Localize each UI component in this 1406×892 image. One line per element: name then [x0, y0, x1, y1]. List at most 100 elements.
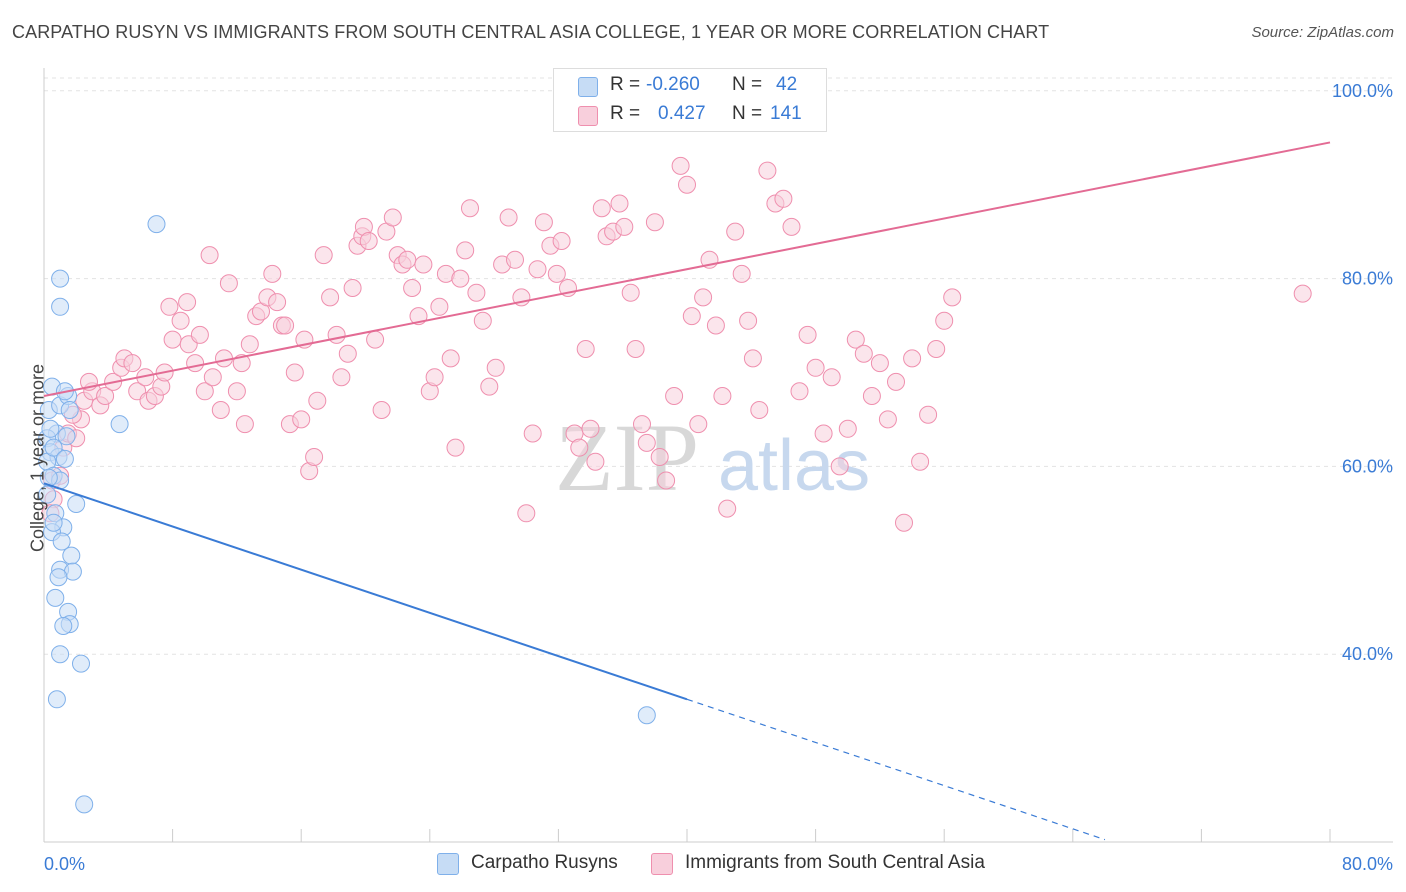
legend-n-label: N = — [732, 74, 763, 95]
point-immigrants-from-south-central-asia — [398, 250, 417, 269]
point-immigrants-from-south-central-asia — [547, 264, 566, 283]
point-immigrants-from-south-central-asia — [758, 161, 777, 180]
correlation-legend: R = -0.260 N = 42 R = 0.427 N = 141 — [553, 68, 827, 132]
point-carpatho-rusyns — [49, 568, 68, 587]
point-immigrants-from-south-central-asia — [203, 368, 222, 387]
point-immigrants-from-south-central-asia — [276, 316, 295, 335]
point-immigrants-from-south-central-asia — [911, 452, 930, 471]
point-immigrants-from-south-central-asia — [332, 368, 351, 387]
point-carpatho-rusyns — [51, 269, 70, 288]
point-immigrants-from-south-central-asia — [870, 354, 889, 373]
point-immigrants-from-south-central-asia — [943, 288, 962, 307]
point-carpatho-rusyns — [60, 401, 79, 419]
point-immigrants-from-south-central-asia — [782, 217, 801, 236]
point-immigrants-from-south-central-asia — [96, 387, 115, 405]
point-immigrants-from-south-central-asia — [682, 307, 701, 326]
point-immigrants-from-south-central-asia — [798, 325, 817, 344]
point-immigrants-from-south-central-asia — [927, 340, 946, 358]
point-immigrants-from-south-central-asia — [425, 368, 444, 387]
point-immigrants-from-south-central-asia — [887, 372, 905, 391]
legend-r-label: R = — [610, 103, 641, 124]
point-immigrants-from-south-central-asia — [570, 438, 589, 457]
legend-n-value: 141 — [770, 103, 802, 124]
point-carpatho-rusyns — [38, 485, 57, 504]
point-immigrants-from-south-central-asia — [506, 250, 524, 269]
point-immigrants-from-south-central-asia — [528, 260, 547, 279]
point-carpatho-rusyns — [55, 449, 74, 468]
point-immigrants-from-south-central-asia — [750, 401, 769, 419]
point-carpatho-rusyns — [147, 215, 166, 234]
point-immigrants-from-south-central-asia — [195, 382, 214, 401]
point-carpatho-rusyns — [67, 495, 86, 513]
point-carpatho-rusyns — [41, 419, 60, 438]
point-immigrants-from-south-central-asia — [461, 199, 479, 218]
point-immigrants-from-south-central-asia — [657, 471, 676, 490]
point-immigrants-from-south-central-asia — [441, 349, 460, 368]
point-immigrants-from-south-central-asia — [552, 232, 571, 250]
point-immigrants-from-south-central-asia — [163, 330, 182, 349]
y-tick-label: 40.0% — [1342, 644, 1393, 664]
point-immigrants-from-south-central-asia — [160, 297, 179, 316]
point-immigrants-from-south-central-asia — [726, 222, 745, 241]
point-immigrants-from-south-central-asia — [743, 349, 762, 368]
y-tick-label: 60.0% — [1342, 456, 1393, 476]
point-immigrants-from-south-central-asia — [706, 316, 725, 335]
point-immigrants-from-south-central-asia — [637, 433, 656, 452]
point-immigrants-from-south-central-asia — [227, 382, 246, 401]
point-immigrants-from-south-central-asia — [480, 377, 499, 396]
point-immigrants-from-south-central-asia — [626, 340, 645, 358]
point-immigrants-from-south-central-asia — [621, 283, 640, 302]
point-immigrants-from-south-central-asia — [895, 513, 913, 532]
point-immigrants-from-south-central-asia — [467, 283, 486, 302]
point-immigrants-from-south-central-asia — [305, 448, 324, 466]
point-immigrants-from-south-central-asia — [774, 189, 793, 208]
point-immigrants-from-south-central-asia — [473, 311, 492, 330]
point-immigrants-from-south-central-asia — [232, 354, 251, 373]
point-immigrants-from-south-central-asia — [1293, 284, 1312, 303]
point-immigrants-from-south-central-asia — [919, 405, 938, 424]
point-immigrants-from-south-central-asia — [862, 387, 881, 405]
point-immigrants-from-south-central-asia — [846, 330, 865, 349]
point-carpatho-rusyns — [72, 654, 90, 673]
point-immigrants-from-south-central-asia — [830, 457, 849, 476]
point-immigrants-from-south-central-asia — [268, 293, 287, 312]
point-carpatho-rusyns — [54, 617, 73, 635]
point-immigrants-from-south-central-asia — [633, 415, 651, 434]
y-tick-label: 80.0% — [1342, 269, 1393, 289]
point-immigrants-from-south-central-asia — [446, 438, 465, 457]
point-immigrants-from-south-central-asia — [171, 311, 190, 330]
data-points — [38, 156, 1312, 814]
point-immigrants-from-south-central-asia — [671, 156, 690, 175]
point-immigrants-from-south-central-asia — [343, 279, 362, 297]
point-immigrants-from-south-central-asia — [414, 255, 433, 274]
trend-line-carpatho — [43, 482, 688, 701]
x-tick-label-max: 80.0% — [1342, 854, 1393, 874]
point-immigrants-from-south-central-asia — [610, 194, 629, 213]
point-immigrants-from-south-central-asia — [665, 387, 684, 405]
point-immigrants-from-south-central-asia — [854, 344, 873, 363]
point-immigrants-from-south-central-asia — [718, 499, 737, 518]
point-immigrants-from-south-central-asia — [878, 410, 897, 429]
point-immigrants-from-south-central-asia — [694, 288, 713, 307]
watermark-zip: ZIP — [555, 404, 699, 511]
point-immigrants-from-south-central-asia — [576, 340, 595, 358]
trend-lines — [43, 141, 1331, 841]
point-immigrants-from-south-central-asia — [790, 382, 809, 401]
point-carpatho-rusyns — [47, 690, 66, 709]
point-immigrants-from-south-central-asia — [903, 349, 922, 368]
legend-r-value: 0.427 — [658, 103, 706, 124]
point-carpatho-rusyns — [44, 513, 63, 532]
trend-line-south-central-asia — [43, 141, 1331, 397]
point-carpatho-rusyns — [110, 415, 129, 434]
chart-title: CARPATHO RUSYN VS IMMIGRANTS FROM SOUTH … — [12, 22, 1050, 42]
point-immigrants-from-south-central-asia — [178, 293, 197, 312]
point-immigrants-from-south-central-asia — [235, 415, 254, 434]
point-immigrants-from-south-central-asia — [838, 419, 857, 438]
point-immigrants-from-south-central-asia — [186, 354, 205, 373]
point-immigrants-from-south-central-asia — [211, 401, 230, 419]
legend-r-value: -0.260 — [646, 74, 700, 95]
point-immigrants-from-south-central-asia — [383, 208, 402, 227]
point-carpatho-rusyns — [75, 795, 94, 814]
point-carpatho-rusyns — [51, 645, 70, 664]
